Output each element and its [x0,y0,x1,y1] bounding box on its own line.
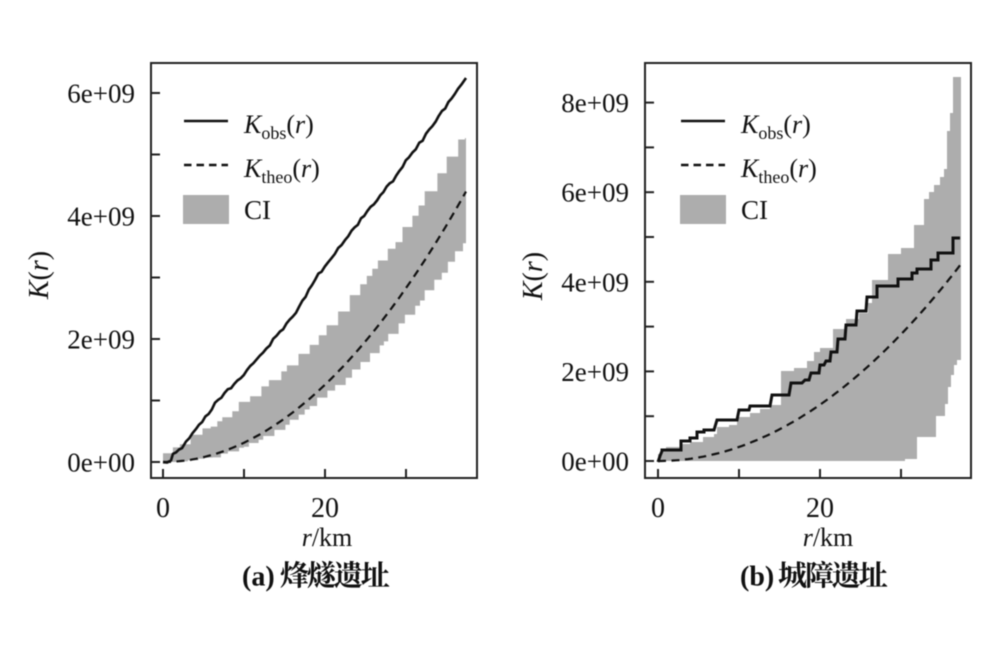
svg-text:6e+09: 6e+09 [67,79,135,109]
svg-text:4e+09: 4e+09 [561,267,629,297]
svg-text:6e+09: 6e+09 [561,178,629,208]
svg-text:2e+09: 2e+09 [67,325,135,355]
svg-text:0: 0 [156,493,170,524]
svg-text:2e+09: 2e+09 [561,357,629,387]
svg-text:Kobs(r): Kobs(r) [740,110,811,143]
svg-text:Ktheo(r): Ktheo(r) [740,154,817,187]
svg-text:0: 0 [651,493,665,524]
svg-text:0e+00: 0e+00 [67,448,135,478]
svg-text:K(r): K(r) [518,252,549,301]
svg-text:(a): (a) [242,562,275,593]
svg-text:CI: CI [244,195,271,225]
svg-text:(b): (b) [740,562,774,593]
svg-text:r/km: r/km [803,523,854,552]
svg-text:4e+09: 4e+09 [67,202,135,232]
svg-text:CI: CI [741,195,768,225]
svg-text:r/km: r/km [302,523,353,552]
svg-text:20: 20 [311,493,339,524]
svg-text:0e+00: 0e+00 [561,447,629,477]
svg-text:Ktheo(r): Ktheo(r) [243,154,320,187]
svg-text:Kobs(r): Kobs(r) [243,110,314,143]
svg-text:8e+09: 8e+09 [561,88,629,118]
svg-text:20: 20 [806,493,834,524]
svg-text:K(r): K(r) [24,251,55,300]
